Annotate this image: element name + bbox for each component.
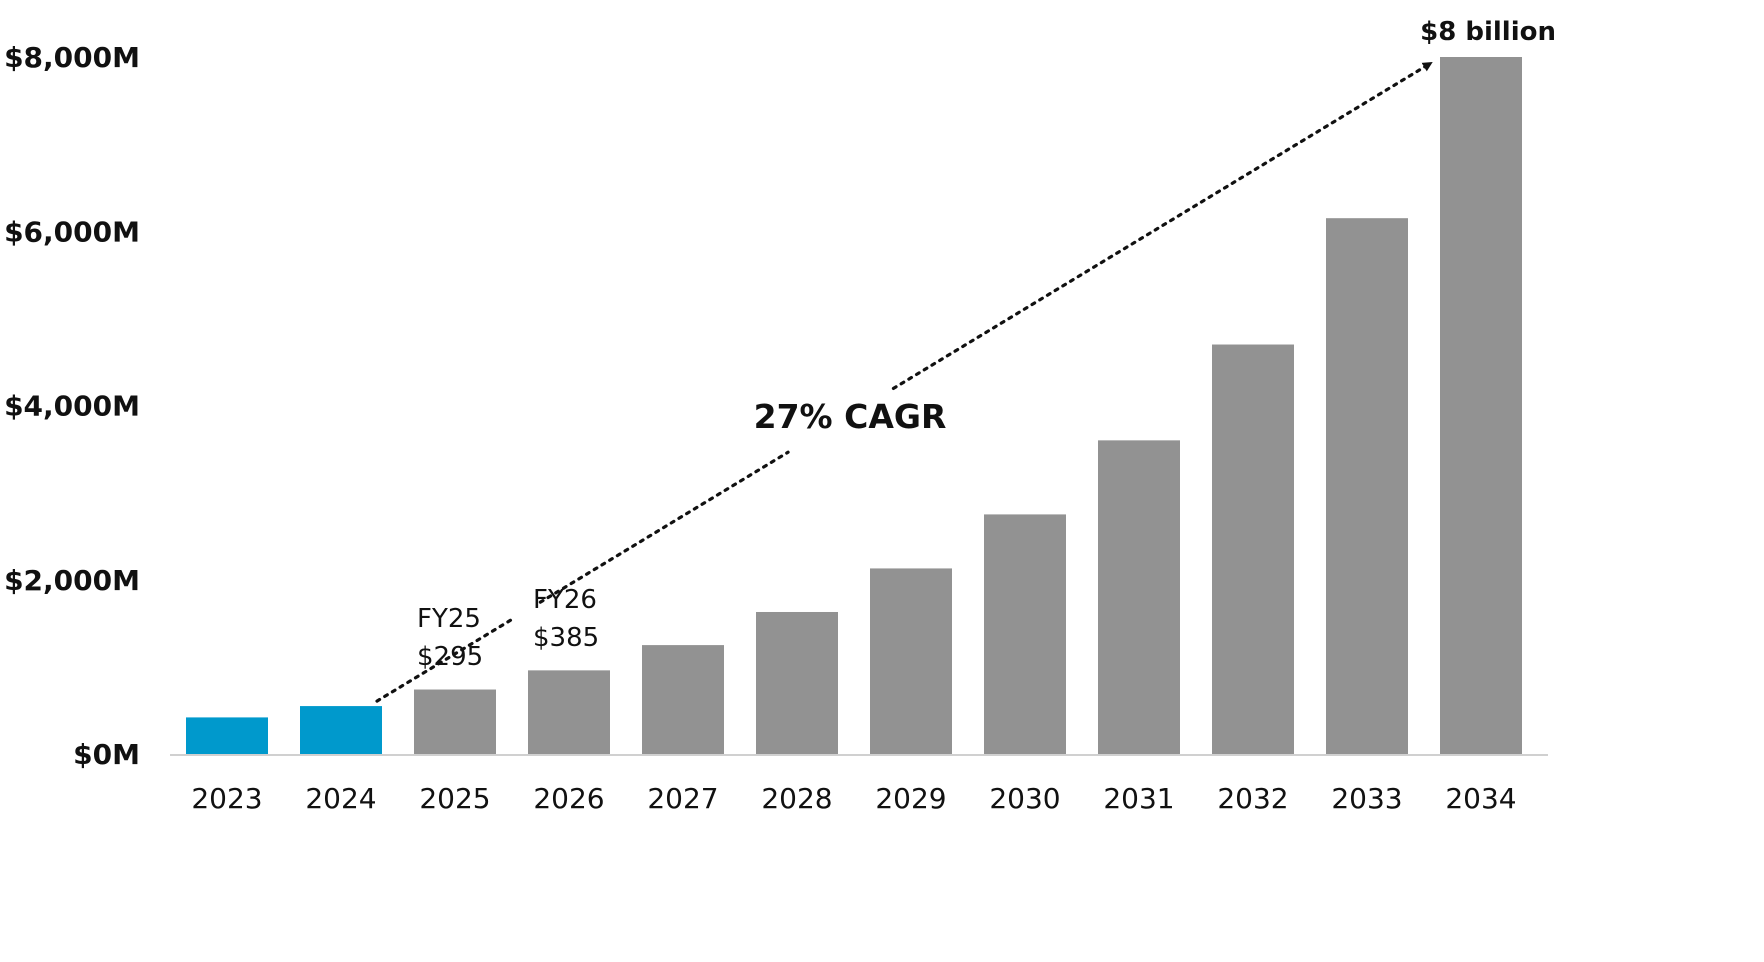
end-value-label: $8 billion	[1420, 17, 1556, 47]
bar-2025	[414, 689, 496, 754]
y-tick-label: $4,000M	[4, 390, 140, 423]
bar-2033	[1326, 218, 1408, 754]
bar-2034	[1440, 57, 1522, 754]
x-tick-label: 2034	[1445, 782, 1516, 815]
x-tick-label: 2033	[1331, 782, 1402, 815]
trend-arrow	[375, 61, 1433, 703]
x-tick-label: 2032	[1217, 782, 1288, 815]
fy26-annotation: FY26	[533, 585, 597, 615]
x-tick-label: 2031	[1103, 782, 1174, 815]
y-tick-label: $0M	[73, 738, 140, 771]
x-axis: 2023 2024 2025 2026 2027 2028 2029 2030 2031 2032…	[191, 782, 1516, 815]
x-tick-label: 2030	[989, 782, 1060, 815]
y-tick-label: $6,000M	[4, 215, 140, 248]
fy25-annotation: FY25	[417, 604, 481, 634]
annotations: FY25 $295 FY26 $385 27% CAGR $8 billion	[417, 17, 1556, 672]
fy26-annotation: $385	[533, 623, 599, 653]
trend-line-segment	[891, 61, 1433, 391]
bar-2026	[528, 670, 610, 754]
y-tick-label: $8,000M	[4, 41, 140, 74]
bar-2027	[642, 645, 724, 754]
bar-2023	[186, 717, 268, 754]
fy25-annotation: $295	[417, 642, 483, 672]
trend-line-segment	[375, 616, 516, 703]
y-tick-label: $2,000M	[4, 564, 140, 597]
bar-2031	[1098, 440, 1180, 754]
bars	[186, 57, 1522, 754]
x-tick-label: 2023	[191, 782, 262, 815]
trend-line-segment	[538, 450, 790, 604]
bar-2032	[1212, 344, 1294, 754]
x-tick-label: 2029	[875, 782, 946, 815]
cagr-label: 27% CAGR	[754, 397, 947, 436]
x-tick-label: 2026	[533, 782, 604, 815]
x-tick-label: 2028	[761, 782, 832, 815]
x-tick-label: 2027	[647, 782, 718, 815]
bar-2028	[756, 611, 838, 754]
x-tick-label: 2025	[419, 782, 490, 815]
x-tick-label: 2024	[305, 782, 376, 815]
bar-2024	[300, 706, 382, 754]
bar-2029	[870, 568, 952, 754]
y-axis: $0M $2,000M $4,000M $6,000M $8,000M	[4, 41, 140, 771]
bar-2030	[984, 514, 1066, 754]
